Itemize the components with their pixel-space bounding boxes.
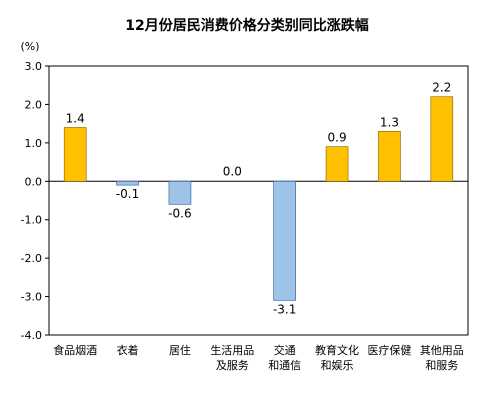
y-tick-label: -3.0 xyxy=(21,291,42,304)
category-label: 医疗保健 xyxy=(367,343,411,357)
data-label: 1.4 xyxy=(66,111,85,125)
plot-frame xyxy=(48,65,469,336)
data-label: -3.1 xyxy=(273,302,296,316)
category-label: 教育文化和娱乐 xyxy=(315,343,359,372)
data-label: 2.2 xyxy=(432,81,451,95)
y-axis-ticks: 3.0 2.0 1.0 0.0 -1.0 -2.0 -3.0 -4.0 xyxy=(21,60,49,342)
category-label: 生活用品及服务 xyxy=(210,343,254,372)
y-tick-label: 1.0 xyxy=(25,137,43,150)
category-label-line: 及服务 xyxy=(216,359,249,372)
bar xyxy=(116,180,139,186)
bar xyxy=(325,146,349,182)
bar xyxy=(168,180,192,205)
category-label-line: 医疗保健 xyxy=(367,343,411,357)
category-label: 衣着 xyxy=(117,343,139,357)
category-label-line: 交通 xyxy=(274,343,296,357)
bar xyxy=(378,131,401,182)
category-label: 食品烟酒 xyxy=(53,343,97,357)
category-label: 交通和通信 xyxy=(268,343,301,372)
y-tick-label: 2.0 xyxy=(25,98,43,111)
category-label-line: 和服务 xyxy=(425,359,458,372)
data-label: -0.1 xyxy=(116,187,139,201)
bar xyxy=(63,127,87,182)
category-label: 其他用品和服务 xyxy=(420,344,464,372)
y-tick-label: 0.0 xyxy=(25,175,43,188)
data-label: 0.9 xyxy=(328,131,347,145)
bars xyxy=(63,96,454,301)
plot-border xyxy=(48,65,469,336)
category-label-line: 其他用品 xyxy=(420,344,464,357)
bar xyxy=(273,180,296,301)
y-tick-label: -1.0 xyxy=(21,214,42,227)
chart-title: 12月份居民消费价格分类别同比涨跌幅 xyxy=(125,17,368,34)
category-label-line: 生活用品 xyxy=(210,343,254,357)
bar xyxy=(430,96,454,182)
y-axis-unit: (%) xyxy=(20,40,39,53)
category-label-line: 教育文化 xyxy=(315,343,359,357)
data-label: 0.0 xyxy=(223,164,242,178)
category-label-line: 衣着 xyxy=(117,343,139,357)
data-label: -0.6 xyxy=(168,206,191,220)
category-label-line: 食品烟酒 xyxy=(53,343,97,357)
y-tick-label: 3.0 xyxy=(25,60,43,73)
data-labels: 1.4 -0.1 -0.6 0.0 -3.1 0.9 1.3 2.2 xyxy=(66,81,452,317)
category-label-line: 和通信 xyxy=(268,359,301,372)
y-tick-label: -2.0 xyxy=(21,252,42,265)
data-label: 1.3 xyxy=(380,115,399,129)
category-label: 居住 xyxy=(169,343,191,357)
y-tick-label: -4.0 xyxy=(21,329,42,342)
category-label-line: 和娱乐 xyxy=(321,358,354,372)
category-label-line: 居住 xyxy=(169,343,191,357)
